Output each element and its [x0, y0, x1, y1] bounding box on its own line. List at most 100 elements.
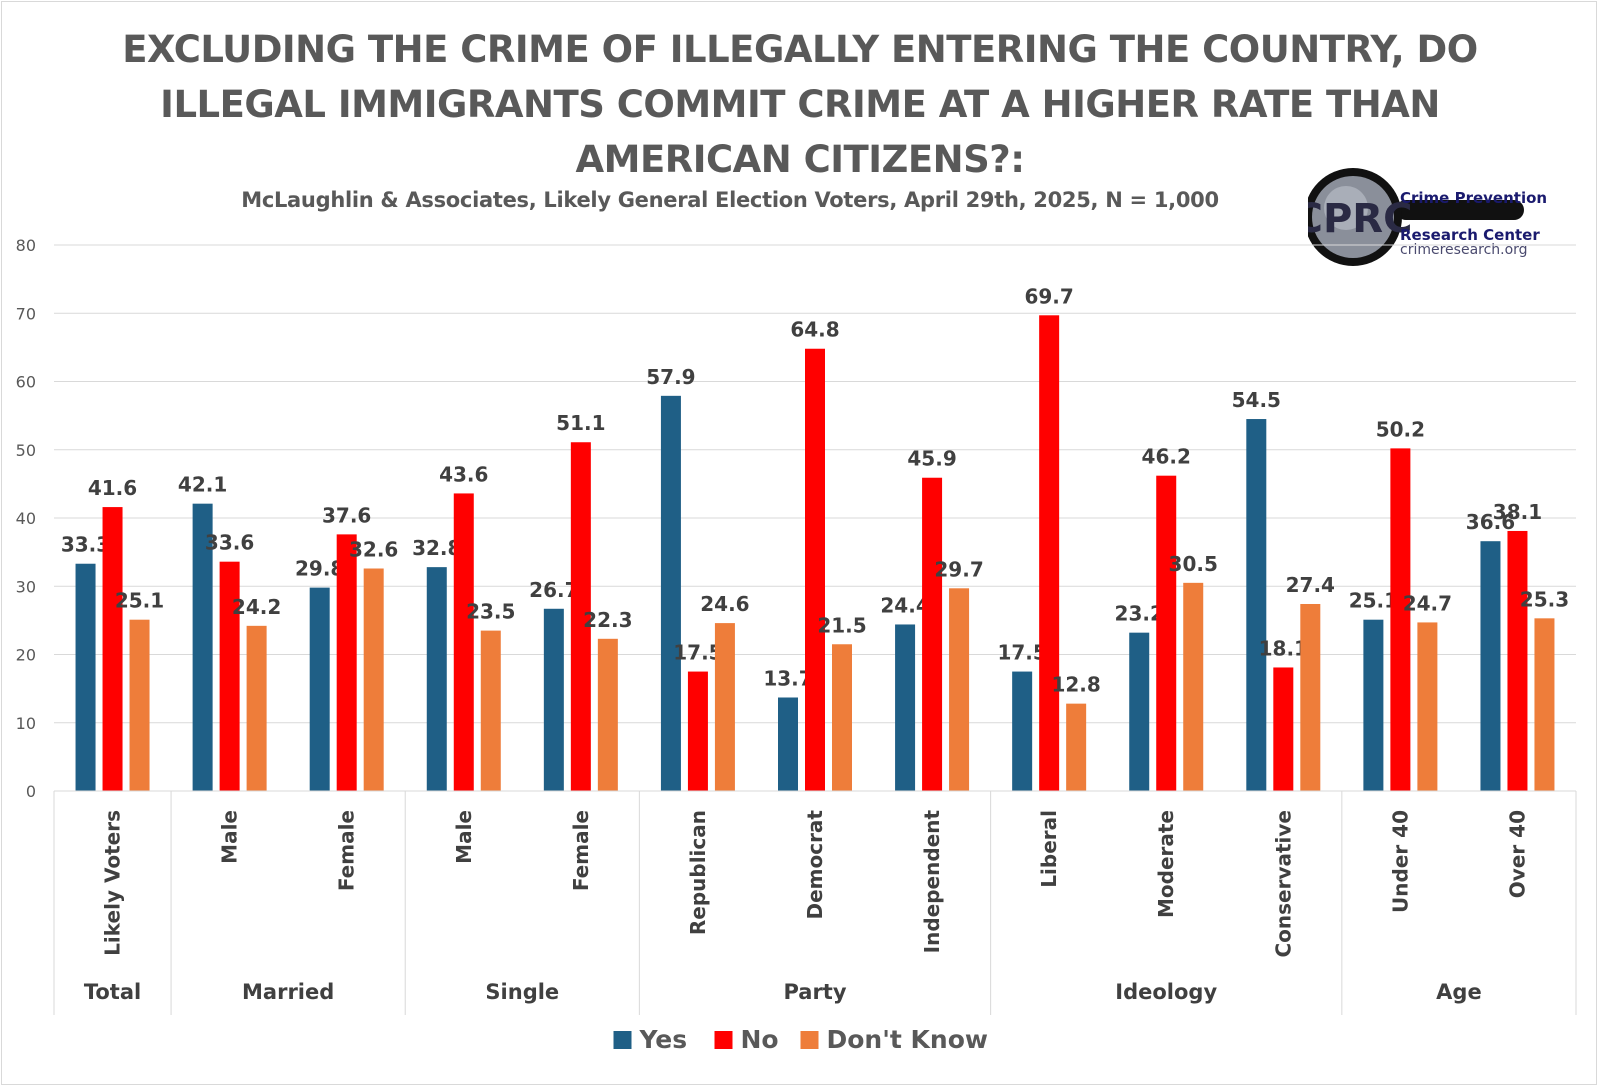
bar — [246, 625, 267, 791]
legend-swatch — [613, 1031, 632, 1049]
bar — [1390, 448, 1411, 791]
bar — [1480, 541, 1501, 791]
data-label: 43.6 — [439, 462, 488, 486]
data-label: 21.5 — [817, 613, 866, 637]
category-label: Liberal — [1037, 810, 1061, 888]
category-label: Male — [218, 810, 242, 864]
bar — [192, 503, 213, 791]
data-label: 26.7 — [529, 578, 578, 602]
y-tick-label: 0 — [26, 782, 36, 801]
category-label: Female — [335, 810, 359, 891]
data-label: 33.6 — [205, 531, 254, 555]
bar — [102, 507, 123, 791]
data-label: 24.2 — [232, 595, 281, 619]
y-tick-label: 60 — [16, 373, 36, 392]
category-label: Female — [569, 810, 593, 891]
bar — [129, 619, 150, 791]
y-tick-label: 20 — [16, 646, 36, 665]
data-label: 69.7 — [1024, 284, 1073, 308]
logo-url: crimeresearch.org — [1400, 242, 1528, 258]
legend-swatch — [714, 1031, 733, 1049]
bar — [1534, 618, 1555, 791]
chart-subtitle: McLaughlin & Associates, Likely General … — [241, 188, 1219, 212]
bar — [949, 588, 970, 791]
group-label: Total — [84, 980, 141, 1004]
bar — [1273, 667, 1294, 791]
data-label: 30.5 — [1169, 552, 1218, 576]
bar — [1183, 582, 1204, 791]
data-label: 37.6 — [322, 503, 371, 527]
group-label: Party — [783, 980, 846, 1004]
title-line-3: AMERICAN CITIZENS?: — [575, 138, 1025, 181]
data-label: 57.9 — [646, 365, 695, 389]
category-label: Over 40 — [1505, 810, 1529, 898]
bar — [75, 563, 96, 791]
legend-label: Yes — [639, 1025, 688, 1054]
data-label: 46.2 — [1142, 445, 1191, 469]
category-label: Independent — [920, 810, 944, 954]
legend-label: Don't Know — [827, 1025, 988, 1054]
data-label: 22.3 — [583, 608, 632, 632]
bar — [336, 534, 357, 791]
group-label: Age — [1436, 980, 1482, 1004]
data-label: 64.8 — [790, 318, 839, 342]
bar — [1156, 475, 1177, 791]
data-label: 42.1 — [178, 473, 227, 497]
logo-line-2: Research Center — [1400, 226, 1540, 244]
logo-line-1: Crime Prevention — [1400, 189, 1547, 207]
data-label: 32.8 — [412, 536, 461, 560]
data-label: 33.3 — [61, 533, 110, 557]
bar — [1066, 703, 1087, 791]
bar — [543, 608, 564, 791]
y-tick-label: 50 — [16, 441, 36, 460]
y-tick-label: 40 — [16, 509, 36, 528]
data-label: 24.7 — [1403, 591, 1452, 615]
category-label: Male — [452, 810, 476, 864]
bar — [219, 561, 240, 791]
data-label: 18.1 — [1259, 636, 1308, 660]
magnifier-handle — [1396, 200, 1524, 220]
data-label: 17.5 — [997, 641, 1046, 665]
data-label: 24.4 — [880, 593, 929, 617]
chart-title: EXCLUDING THE CRIME OF ILLEGALLY ENTERIN… — [0, 22, 1600, 187]
title-line-1: EXCLUDING THE CRIME OF ILLEGALLY ENTERIN… — [122, 28, 1478, 71]
data-label: 23.5 — [466, 600, 515, 624]
cprc-logo: CPRC Crime Prevention Research Center cr… — [1308, 168, 1547, 266]
bar — [714, 623, 735, 791]
bar — [1363, 619, 1384, 791]
data-label: 41.6 — [88, 476, 137, 500]
bar — [570, 442, 591, 791]
data-label: 45.9 — [907, 447, 956, 471]
bar — [1246, 419, 1267, 791]
bar — [597, 638, 618, 791]
bar — [1039, 315, 1060, 791]
bar — [480, 630, 501, 791]
data-label: 17.5 — [673, 641, 722, 665]
y-tick-label: 70 — [16, 304, 36, 323]
y-tick-label: 10 — [16, 714, 36, 733]
bar — [922, 477, 943, 791]
bar — [1417, 622, 1438, 791]
bar — [832, 644, 852, 791]
bar — [309, 587, 330, 791]
data-label: 38.1 — [1493, 500, 1542, 524]
bar — [426, 567, 447, 791]
data-label: 29.8 — [295, 557, 344, 581]
data-label: 25.3 — [1520, 587, 1569, 611]
data-label: 32.6 — [349, 538, 398, 562]
data-label: 50.2 — [1376, 417, 1425, 441]
data-label: 24.6 — [700, 592, 749, 616]
logo-monogram: CPRC — [1308, 196, 1412, 242]
data-label: 54.5 — [1232, 388, 1281, 412]
bar — [1300, 603, 1321, 791]
data-label: 36.6 — [1466, 510, 1515, 534]
category-label: Likely Voters — [101, 810, 125, 956]
y-tick-label: 80 — [16, 236, 36, 255]
data-label: 12.8 — [1051, 673, 1100, 697]
category-label: Moderate — [1154, 810, 1178, 918]
y-tick-label: 30 — [16, 577, 36, 596]
bar — [453, 493, 474, 791]
data-label: 13.7 — [763, 666, 812, 690]
